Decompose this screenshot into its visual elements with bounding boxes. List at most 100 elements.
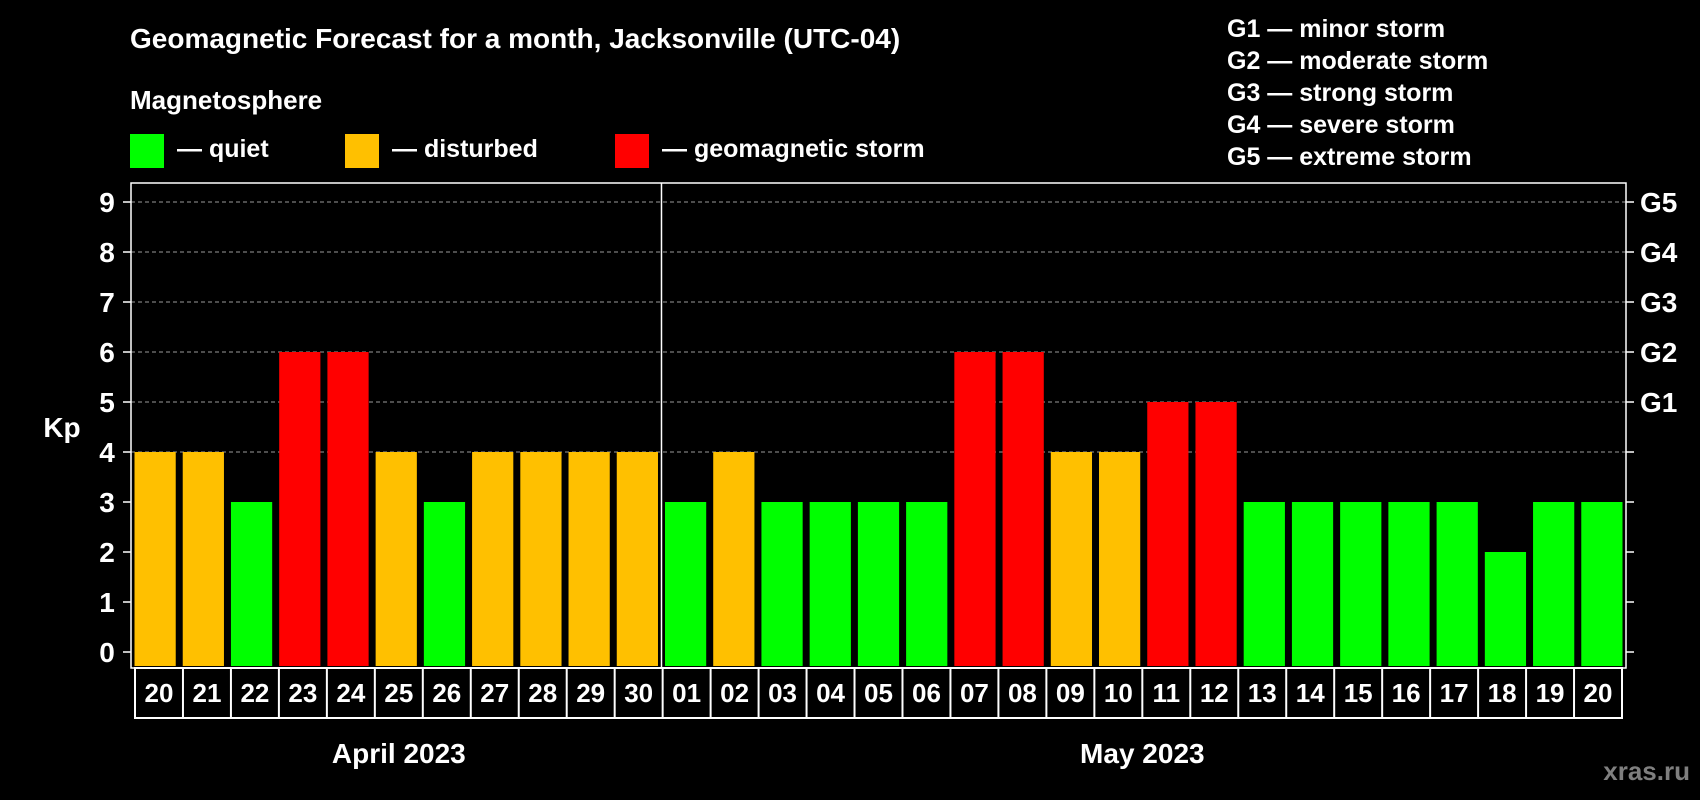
month-label: April 2023 [332, 738, 466, 769]
bar [182, 452, 224, 666]
bar [1147, 402, 1189, 666]
month-label: May 2023 [1080, 738, 1205, 769]
month-labels: April 2023 May 2023 [332, 738, 1205, 769]
bar [1484, 552, 1527, 666]
bar [906, 502, 948, 666]
date-labels: 20 21 22 23 24 25 26 27 28 29 30 01 02 03 04 05 06 07 08 09… [134, 667, 1623, 719]
date-label: 29 [576, 678, 605, 708]
bar [520, 452, 562, 666]
bar [230, 502, 273, 666]
date-label: 16 [1392, 678, 1421, 708]
g-level-label: G1 [1640, 387, 1677, 418]
bar [327, 352, 369, 666]
y-tick-label: 6 [99, 337, 115, 368]
y-tick-label: 2 [99, 537, 115, 568]
date-label: 03 [768, 678, 797, 708]
legend-swatch [130, 134, 164, 168]
y-tick-label: 4 [99, 437, 115, 468]
y-tick-label: 9 [99, 187, 115, 218]
y-tick-label: 1 [99, 587, 115, 618]
bar [664, 502, 707, 666]
bar [375, 452, 417, 666]
legend-label: — geomagnetic storm [662, 135, 925, 163]
bar [1388, 502, 1430, 666]
storm-scale-legend: G1 — minor storm G2 — moderate storm G3 — … [1227, 15, 1488, 171]
date-label: 13 [1248, 678, 1277, 708]
bar [1050, 452, 1093, 666]
date-label: 28 [528, 678, 557, 708]
date-label: 05 [864, 678, 893, 708]
bar [1533, 502, 1575, 666]
y-tick-label: 3 [99, 487, 115, 518]
date-label: 26 [432, 678, 461, 708]
date-label: 19 [1536, 678, 1565, 708]
bar [134, 452, 176, 666]
date-label: 14 [1296, 678, 1325, 708]
bar [954, 352, 996, 666]
date-row-frame [134, 667, 1623, 719]
bars [134, 352, 1623, 666]
storm-scale-item: G2 — moderate storm [1227, 47, 1488, 75]
legend-label: — quiet [177, 135, 269, 163]
y-tick-label: 5 [99, 387, 115, 418]
y-axis-label: Kp [43, 412, 80, 443]
date-label: 04 [816, 678, 845, 708]
legend-label: — disturbed [392, 135, 538, 163]
bar [713, 452, 755, 666]
y-tick-labels: 0 1 2 3 4 5 6 7 8 9 [99, 187, 115, 668]
legend-swatch [615, 134, 649, 168]
date-label: 22 [240, 678, 269, 708]
bar [1195, 402, 1237, 666]
bar [279, 352, 321, 666]
bar [1436, 502, 1478, 666]
date-label: 25 [384, 678, 413, 708]
storm-scale-item: G1 — minor storm [1227, 15, 1445, 43]
bar [1291, 502, 1334, 666]
storm-scale-item: G3 — strong storm [1227, 79, 1453, 107]
legend-swatch [345, 134, 379, 168]
y-tick-label: 0 [99, 637, 115, 668]
date-label: 20 [145, 678, 174, 708]
date-label: 09 [1056, 678, 1085, 708]
bar [761, 502, 803, 666]
date-label: 01 [672, 678, 701, 708]
bar [1581, 502, 1623, 666]
y-tick-label: 7 [99, 287, 115, 318]
bar [423, 502, 466, 666]
date-label: 23 [288, 678, 317, 708]
y-tick-label: 8 [99, 237, 115, 268]
bar [568, 452, 610, 666]
date-label: 11 [1153, 678, 1181, 708]
bar [1340, 502, 1382, 666]
bar [857, 502, 900, 666]
date-label: 08 [1008, 678, 1037, 708]
date-label: 20 [1584, 678, 1613, 708]
watermark: xras.ru [1603, 756, 1690, 786]
storm-scale-item: G5 — extreme storm [1227, 143, 1472, 171]
date-label: 24 [336, 678, 365, 708]
g-level-label: G3 [1640, 287, 1677, 318]
date-label: 12 [1200, 678, 1229, 708]
g-level-labels: G1 G2 G3 G4 G5 [1640, 187, 1678, 418]
date-label: 15 [1344, 678, 1373, 708]
legend-heading: Magnetosphere [130, 85, 322, 115]
bar [472, 452, 514, 666]
bar [809, 502, 851, 666]
g-level-label: G5 [1640, 187, 1677, 218]
g-level-label: G2 [1640, 337, 1677, 368]
date-label: 18 [1488, 678, 1517, 708]
bar [1099, 452, 1141, 666]
chart-title: Geomagnetic Forecast for a month, Jackso… [130, 23, 900, 54]
date-label: 02 [720, 678, 749, 708]
date-label: 21 [192, 678, 221, 708]
legend: — quiet — disturbed — geomagnetic storm [130, 134, 925, 168]
date-label: 10 [1104, 678, 1133, 708]
date-label: 27 [480, 678, 509, 708]
bar [1243, 502, 1285, 666]
storm-scale-item: G4 — severe storm [1227, 111, 1455, 139]
date-label: 06 [912, 678, 941, 708]
bar [1002, 352, 1044, 666]
date-label: 30 [624, 678, 653, 708]
g-level-label: G4 [1640, 237, 1678, 268]
